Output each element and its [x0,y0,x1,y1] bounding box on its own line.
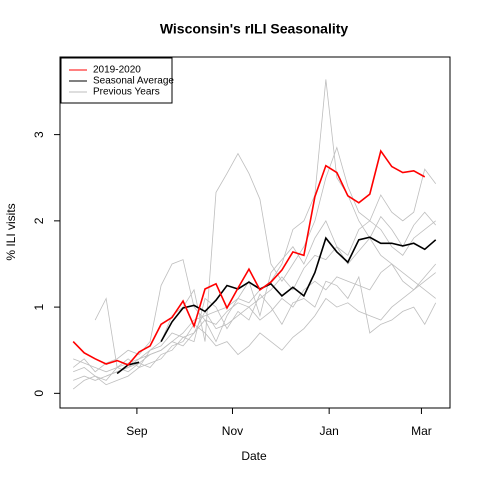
legend-label: Previous Years [93,87,160,98]
series-line [72,149,426,366]
x-tick-label: Sep [126,424,148,438]
series-line [72,272,436,390]
x-tick-label: Nov [222,424,243,438]
y-tick-label: 1 [32,303,46,310]
y-axis-label: % ILI visits [4,203,18,260]
series-line [72,220,436,373]
y-tick-label: 0 [32,390,46,397]
series-line [94,146,437,369]
chart-title: Wisconsin's rILI Seasonality [160,21,349,37]
x-axis-label: Date [241,449,267,463]
legend-label: Seasonal Average [93,76,174,87]
legend-label: 2019-2020 [93,65,141,76]
series-line [105,211,437,377]
series-line [73,79,436,381]
series-line [73,275,437,373]
x-tick-label: Jan [319,424,338,438]
x-tick-label: Mar [411,424,432,438]
y-tick-label: 3 [32,131,46,138]
series-line [73,263,437,381]
y-tick-label: 2 [32,217,46,224]
plot-frame [59,56,451,409]
